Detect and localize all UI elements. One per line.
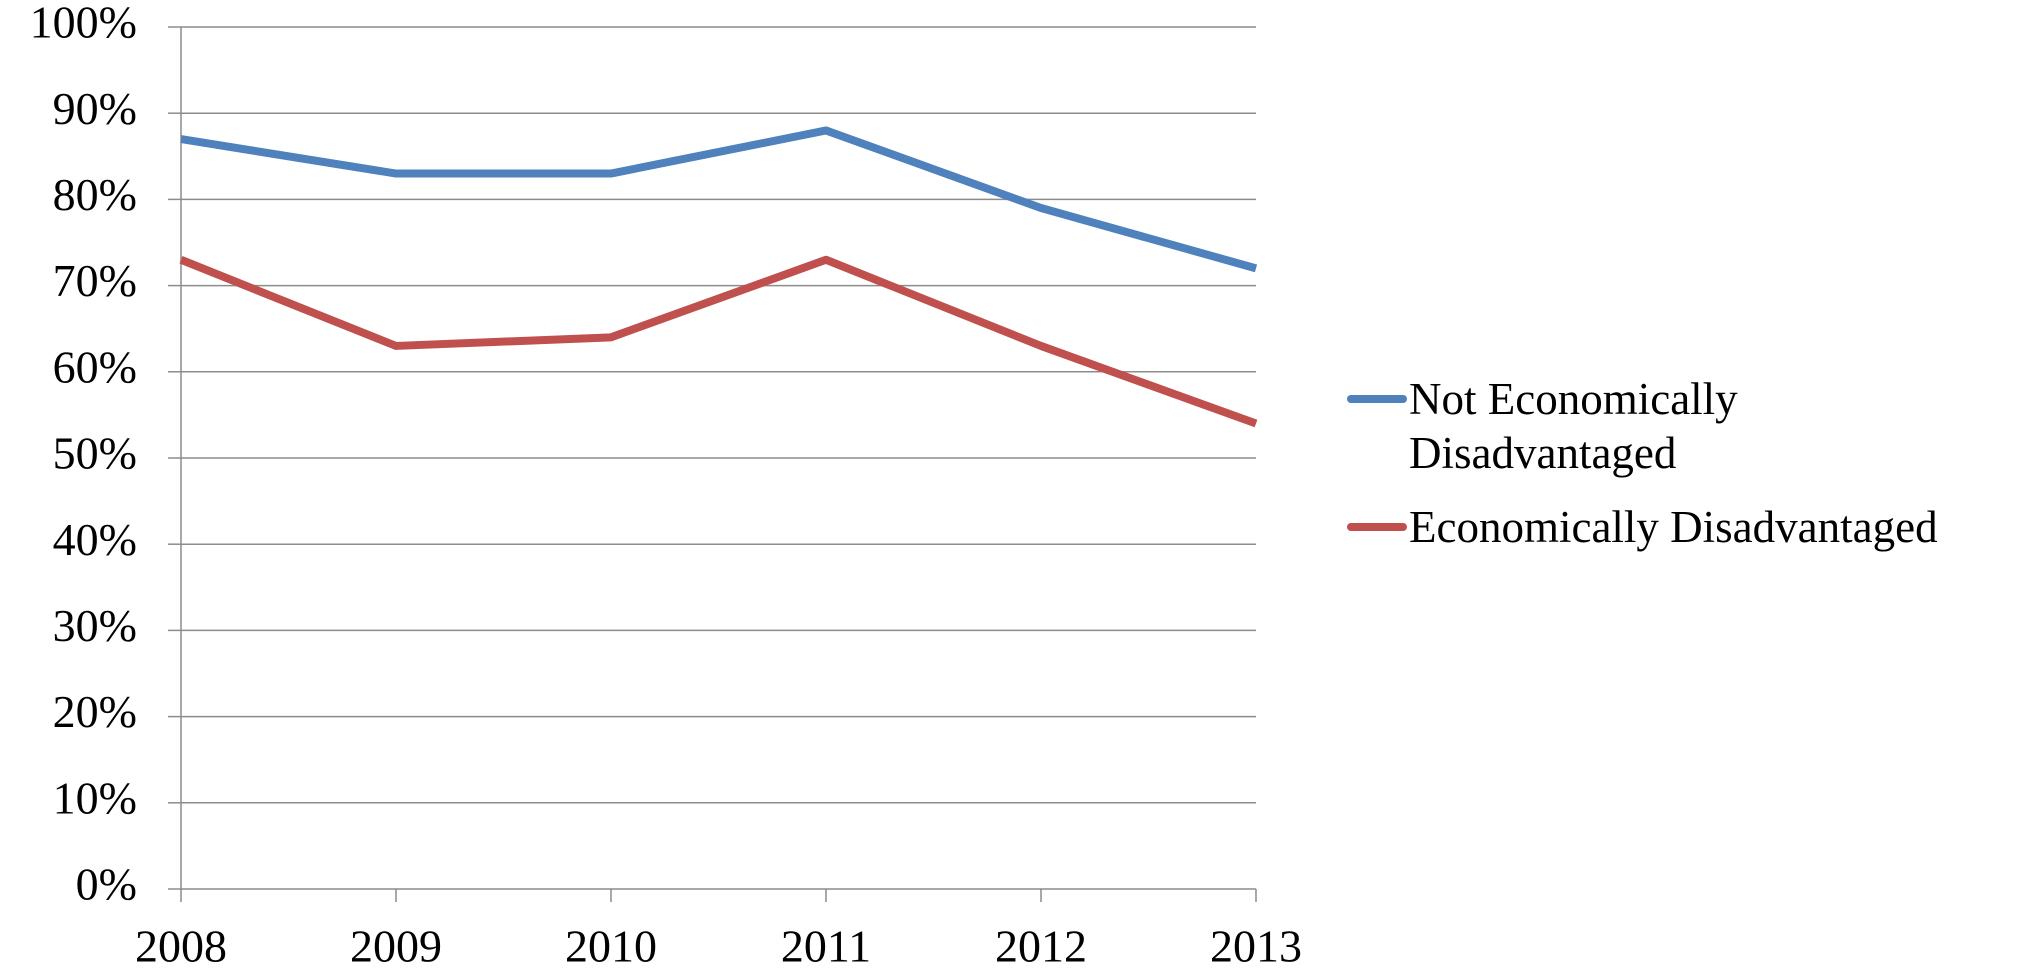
- x-tick-label: 2010: [565, 921, 657, 972]
- y-tick-label: 100%: [30, 0, 137, 48]
- y-tick-label: 40%: [53, 514, 137, 565]
- y-tick-label: 60%: [53, 341, 137, 392]
- y-tick-label: 90%: [53, 83, 137, 134]
- y-tick-label: 50%: [53, 428, 137, 479]
- y-tick-label: 80%: [53, 169, 137, 220]
- y-tick-label: 20%: [53, 686, 137, 737]
- x-tick-label: 2013: [1210, 921, 1302, 972]
- x-tick-label: 2008: [135, 921, 227, 972]
- y-tick-label: 30%: [53, 600, 137, 651]
- y-tick-label: 70%: [53, 255, 137, 306]
- x-tick-label: 2012: [995, 921, 1087, 972]
- y-tick-label: 10%: [53, 772, 137, 823]
- x-tick-label: 2011: [781, 921, 871, 972]
- series-line: [179, 255, 1258, 428]
- legend-label: Economically Disadvantaged: [1409, 502, 1938, 552]
- x-tick-label: 2009: [350, 921, 442, 972]
- legend-label: Not Economically Disadvantaged: [1409, 374, 1738, 478]
- series-line: [180, 126, 1258, 273]
- y-tick-label: 0%: [76, 859, 137, 910]
